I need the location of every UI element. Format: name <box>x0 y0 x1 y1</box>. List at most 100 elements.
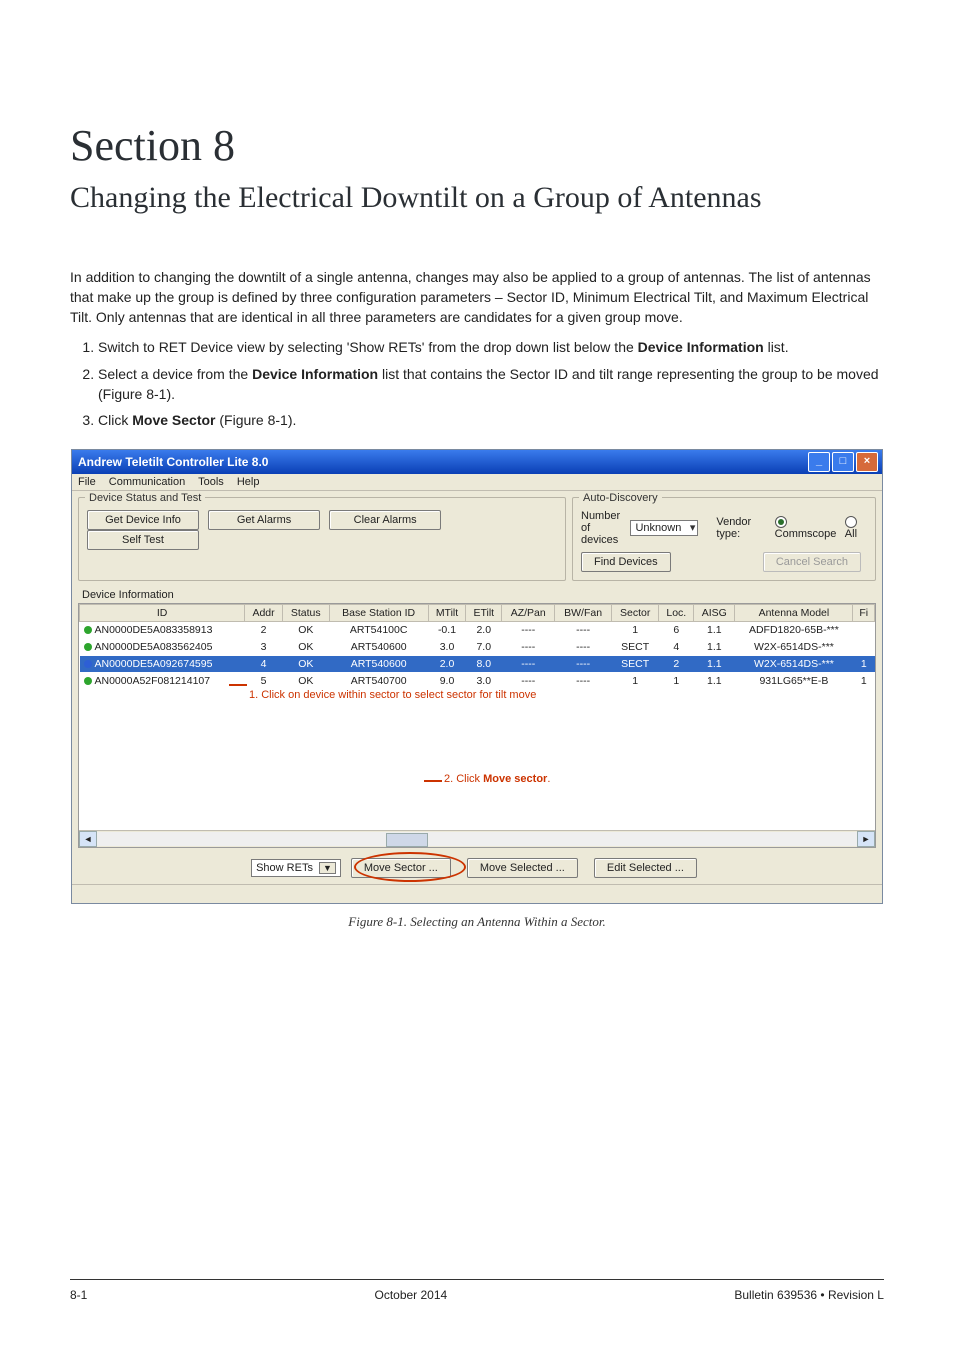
self-test-button[interactable]: Self Test <box>87 530 199 550</box>
find-devices-button[interactable]: Find Devices <box>581 552 671 572</box>
grid-header-cell[interactable]: Addr <box>245 604 283 621</box>
table-row[interactable]: AN0000DE5A0833589132OKART54100C-0.12.0--… <box>80 621 875 638</box>
device-grid: IDAddrStatusBase Station IDMTiltETiltAZ/… <box>78 603 876 848</box>
grid-cell: 1 <box>853 655 875 672</box>
grid-cell: 1 <box>659 672 694 689</box>
minimize-icon[interactable]: _ <box>808 452 830 472</box>
table-row[interactable]: AN0000A52F0812141075OKART5407009.03.0---… <box>80 672 875 689</box>
grid-cell: ADFD1820-65B-*** <box>735 621 853 638</box>
move-selected-button[interactable]: Move Selected ... <box>467 858 578 878</box>
get-alarms-button[interactable]: Get Alarms <box>208 510 320 530</box>
scroll-track[interactable] <box>97 832 857 846</box>
grid-header-cell[interactable]: Loc. <box>659 604 694 621</box>
device-table: IDAddrStatusBase Station IDMTiltETiltAZ/… <box>79 604 875 690</box>
window-controls: _ □ × <box>808 452 878 472</box>
table-row[interactable]: AN0000DE5A0835624053OKART5406003.07.0---… <box>80 638 875 655</box>
grid-header-cell[interactable]: ETilt <box>466 604 502 621</box>
grid-header-cell[interactable]: BW/Fan <box>555 604 612 621</box>
section-title: Section 8 <box>70 120 884 171</box>
maximize-icon[interactable]: □ <box>832 452 854 472</box>
close-icon[interactable]: × <box>856 452 878 472</box>
grid-header-cell[interactable]: Base Station ID <box>329 604 428 621</box>
footer-center: October 2014 <box>374 1288 447 1302</box>
page: Section 8 Changing the Electrical Downti… <box>0 0 954 1350</box>
show-rets-dropdown[interactable]: Show RETs ▼ <box>251 859 341 877</box>
grid-cell: 1.1 <box>694 672 735 689</box>
grid-header-cell[interactable]: ID <box>80 604 245 621</box>
toolbar-row: Device Status and Test Get Device Info G… <box>72 491 882 587</box>
step-3-text: Click <box>98 412 132 428</box>
status-strip <box>72 884 882 903</box>
step-1-tail: list. <box>764 339 789 355</box>
radio-all[interactable]: All <box>845 516 867 540</box>
num-devices-select[interactable]: Unknown <box>630 520 698 536</box>
scroll-thumb[interactable] <box>386 833 428 847</box>
auto-row-2: Find Devices Cancel Search <box>581 552 867 572</box>
grid-cell: 1 <box>611 672 658 689</box>
callout-1: 1. Click on device within sector to sele… <box>249 688 569 702</box>
menu-communication[interactable]: Communication <box>109 476 185 488</box>
callout-2-b: Move sector <box>483 773 547 785</box>
cancel-search-button[interactable]: Cancel Search <box>763 552 861 572</box>
grid-cell: 1.1 <box>694 621 735 638</box>
grid-header-cell[interactable]: Fi <box>853 604 875 621</box>
grid-cell: ---- <box>555 672 612 689</box>
grid-cell: SECT <box>611 655 658 672</box>
status-dot-icon <box>84 660 92 668</box>
bottom-controls: Show RETs ▼ Move Sector ... Move Selecte… <box>72 848 882 884</box>
show-rets-label: Show RETs <box>256 862 313 874</box>
grid-header-cell[interactable]: Status <box>282 604 329 621</box>
grid-header-cell[interactable]: AZ/Pan <box>502 604 555 621</box>
grid-header-cell[interactable]: MTilt <box>428 604 466 621</box>
grid-cell <box>853 621 875 638</box>
menu-help[interactable]: Help <box>237 476 260 488</box>
auto-discovery-group: Auto-Discovery Number of devices Unknown… <box>572 497 876 581</box>
scroll-right-icon[interactable]: ► <box>857 831 875 847</box>
device-status-group: Device Status and Test Get Device Info G… <box>78 497 566 581</box>
status-dot-icon <box>84 677 92 685</box>
group-left-title: Device Status and Test <box>85 492 205 504</box>
grid-cell: 931LG65**E-B <box>735 672 853 689</box>
grid-cell: 2 <box>245 621 283 638</box>
grid-cell: ---- <box>555 638 612 655</box>
grid-cell: ART54100C <box>329 621 428 638</box>
grid-cell: 4 <box>659 638 694 655</box>
radio-commscope[interactable]: Commscope <box>775 516 839 540</box>
footer-left: 8-1 <box>70 1288 87 1302</box>
grid-header-cell[interactable]: AISG <box>694 604 735 621</box>
page-footer: 8-1 October 2014 Bulletin 639536 • Revis… <box>70 1279 884 1302</box>
titlebar: Andrew Teletilt Controller Lite 8.0 _ □ … <box>72 450 882 474</box>
table-row[interactable]: AN0000DE5A0926745954OKART5406002.08.0---… <box>80 655 875 672</box>
horizontal-scrollbar[interactable]: ◄ ► <box>79 830 875 847</box>
grid-header-cell[interactable]: Antenna Model <box>735 604 853 621</box>
edit-selected-button[interactable]: Edit Selected ... <box>594 858 697 878</box>
step-3-tail: (Figure 8-1). <box>215 412 296 428</box>
grid-cell: 2.0 <box>466 621 502 638</box>
grid-cell: 7.0 <box>466 638 502 655</box>
menu-tools[interactable]: Tools <box>198 476 224 488</box>
radio-all-label: All <box>845 528 857 540</box>
grid-cell: W2X-6514DS-*** <box>735 638 853 655</box>
grid-cell: OK <box>282 672 329 689</box>
grid-cell: -0.1 <box>428 621 466 638</box>
move-sector-button[interactable]: Move Sector ... <box>351 858 451 878</box>
grid-cell: 1.1 <box>694 638 735 655</box>
menu-file[interactable]: File <box>78 476 96 488</box>
clear-alarms-button[interactable]: Clear Alarms <box>329 510 441 530</box>
grid-cell: 5 <box>245 672 283 689</box>
grid-header-cell[interactable]: Sector <box>611 604 658 621</box>
grid-cell: ---- <box>502 621 555 638</box>
callout-2-a: 2. Click <box>444 773 483 785</box>
grid-cell: AN0000A52F081214107 <box>80 672 245 689</box>
app-window: Andrew Teletilt Controller Lite 8.0 _ □ … <box>71 449 883 904</box>
callout-2-line <box>424 780 442 782</box>
scroll-left-icon[interactable]: ◄ <box>79 831 97 847</box>
grid-cell: 8.0 <box>466 655 502 672</box>
grid-cell: OK <box>282 621 329 638</box>
callout-2-c: . <box>547 773 550 785</box>
grid-cell: 6 <box>659 621 694 638</box>
chevron-down-icon: ▼ <box>319 862 336 874</box>
step-list: Switch to RET Device view by selecting '… <box>70 337 884 430</box>
get-device-info-button[interactable]: Get Device Info <box>87 510 199 530</box>
left-button-row: Get Device Info Get Alarms Clear Alarms … <box>87 510 557 550</box>
